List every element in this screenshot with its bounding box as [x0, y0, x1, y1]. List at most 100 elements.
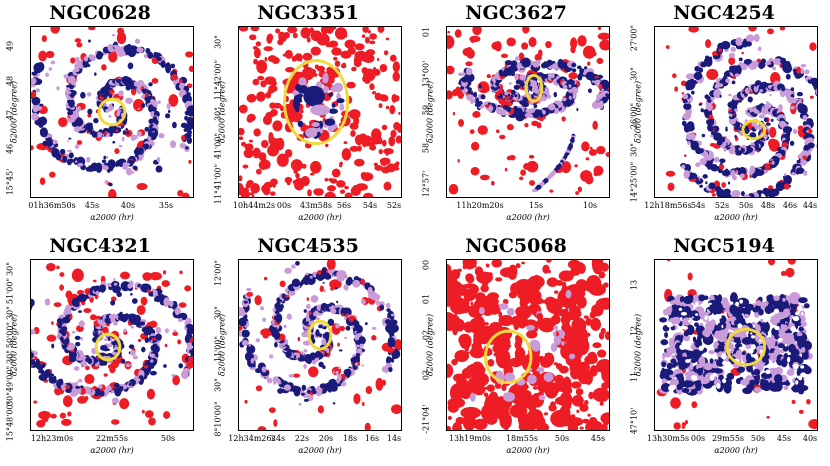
- emission-blob: [325, 143, 329, 148]
- aperture-ring: [741, 119, 767, 141]
- emission-blob: [536, 312, 544, 321]
- emission-blob: [70, 95, 74, 98]
- emission-blob: [710, 131, 716, 136]
- emission-blob: [101, 64, 107, 71]
- emission-blob: [526, 412, 536, 421]
- emission-blob: [365, 386, 373, 395]
- emission-blob: [762, 373, 768, 380]
- emission-blob: [364, 36, 370, 44]
- emission-blob: [504, 372, 515, 383]
- emission-blob: [528, 307, 534, 314]
- emission-blob: [297, 336, 301, 342]
- emission-blob: [680, 311, 688, 316]
- emission-blob: [680, 335, 684, 339]
- emission-blob: [125, 97, 134, 104]
- emission-blob: [358, 133, 368, 142]
- emission-blob: [703, 362, 713, 371]
- emission-blob: [741, 337, 753, 345]
- emission-blob: [522, 27, 530, 34]
- emission-blob: [514, 73, 519, 81]
- y-axis-label: δ2000 (degree): [425, 80, 435, 144]
- x-tick: 18s: [342, 434, 358, 443]
- emission-blob: [291, 278, 301, 287]
- emission-blob: [721, 182, 727, 188]
- emission-blob: [774, 325, 780, 331]
- x-tick: 15s: [528, 201, 544, 210]
- emission-blob: [759, 339, 762, 343]
- emission-blob: [308, 366, 319, 378]
- emission-blob: [508, 154, 516, 161]
- emission-blob: [328, 344, 332, 349]
- emission-blob: [361, 67, 369, 74]
- emission-blob: [353, 323, 359, 329]
- emission-blob: [809, 42, 817, 51]
- emission-blob: [757, 46, 762, 52]
- emission-blob: [344, 336, 348, 339]
- emission-blob: [122, 130, 126, 135]
- emission-blob: [514, 340, 522, 350]
- emission-blob: [269, 102, 277, 109]
- emission-blob: [283, 384, 292, 391]
- emission-blob: [708, 349, 715, 355]
- emission-blob: [293, 177, 305, 191]
- emission-blob: [592, 342, 602, 349]
- emission-blob: [524, 122, 529, 128]
- emission-blob: [305, 272, 309, 276]
- emission-blob: [338, 349, 343, 352]
- emission-blob: [801, 311, 804, 316]
- emission-blob: [480, 284, 489, 293]
- emission-blob: [747, 96, 753, 103]
- emission-blob: [717, 294, 723, 303]
- emission-blob: [305, 127, 318, 138]
- map-frame: [30, 26, 194, 198]
- emission-blob: [382, 322, 387, 326]
- emission-blob: [284, 267, 292, 274]
- emission-blob: [332, 402, 336, 405]
- emission-blob: [381, 166, 391, 174]
- emission-blob: [595, 97, 600, 102]
- emission-blob: [181, 134, 186, 141]
- emission-blob: [730, 169, 736, 177]
- emission-blob: [274, 310, 280, 315]
- emission-blob: [93, 117, 99, 124]
- emission-blob: [318, 324, 323, 329]
- emission-blob: [501, 383, 507, 392]
- emission-blob: [741, 351, 746, 356]
- emission-blob: [784, 343, 788, 347]
- emission-blob: [800, 346, 806, 353]
- emission-blob: [283, 31, 290, 39]
- emission-blob: [718, 329, 728, 340]
- emission-blob: [130, 87, 137, 96]
- emission-blob: [80, 336, 83, 341]
- emission-blob: [50, 413, 57, 419]
- emission-blob: [590, 146, 593, 150]
- emission-blob: [361, 364, 365, 367]
- panel-ngc5068: NGC5068 00 01 02 03 -21°04' δ2000 (degre…: [416, 233, 616, 466]
- emission-blob: [316, 317, 320, 321]
- emission-blob: [673, 305, 683, 314]
- x-tick: 56s: [336, 201, 352, 210]
- emission-blob: [138, 374, 145, 386]
- emission-blob: [577, 368, 591, 385]
- emission-blob: [274, 149, 280, 154]
- emission-blob: [789, 140, 795, 146]
- emission-blob: [326, 185, 337, 192]
- map-frame: [654, 259, 818, 431]
- emission-blob: [31, 112, 39, 121]
- emission-blob: [728, 93, 732, 97]
- map-frame: [446, 26, 610, 198]
- emission-blob: [126, 131, 130, 135]
- emission-blob: [156, 56, 162, 62]
- emission-blob: [277, 388, 284, 394]
- emission-blob: [591, 80, 595, 83]
- emission-blob: [491, 41, 502, 51]
- x-tick: 20s: [318, 434, 334, 443]
- emission-blob: [264, 57, 268, 62]
- emission-blob: [48, 67, 53, 71]
- emission-blob: [783, 385, 789, 391]
- emission-blob: [682, 296, 694, 304]
- emission-blob: [172, 331, 179, 337]
- emission-blob: [582, 418, 590, 424]
- emission-blob: [340, 50, 352, 59]
- emission-blob: [363, 141, 372, 147]
